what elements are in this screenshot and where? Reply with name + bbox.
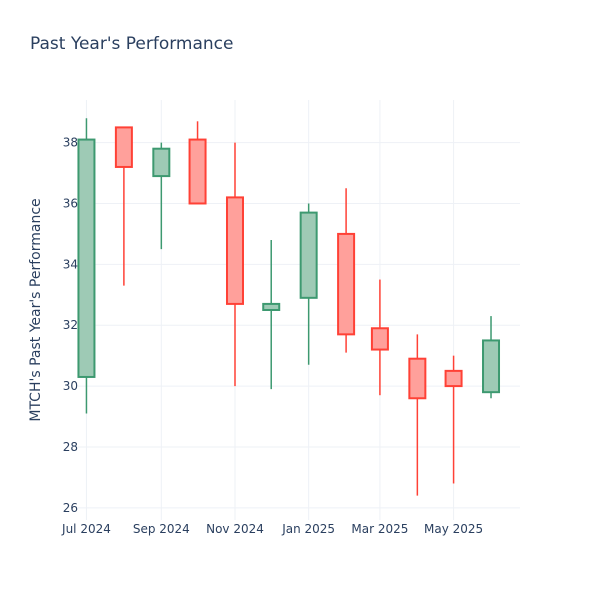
candle-body [408, 357, 427, 400]
candle [444, 355, 463, 484]
candle-body [299, 211, 318, 299]
candle [188, 121, 207, 205]
candle-body [77, 138, 96, 378]
candle-body [152, 147, 171, 178]
x-tick-label: Jan 2025 [281, 522, 335, 536]
y-tick-label: 32 [63, 318, 78, 332]
candle-body [482, 339, 501, 394]
x-tick-label: Nov 2024 [206, 522, 264, 536]
candle [482, 316, 501, 399]
y-tick-label: 28 [63, 440, 78, 454]
candle [370, 279, 389, 396]
y-tick-label: 36 [63, 196, 78, 210]
y-tick-label: 38 [63, 136, 78, 150]
candle-body [444, 369, 463, 388]
axis-layer: 26 28 30 32 34 36 38 Jul 2024 Sep 2024 Nov 2024 Ja… [28, 136, 483, 536]
x-tick-label: May 2025 [424, 522, 483, 536]
y-tick-label: 30 [63, 379, 78, 393]
candle [114, 126, 133, 286]
candle [337, 188, 356, 353]
candle [299, 203, 318, 365]
x-tick-label: Sep 2024 [133, 522, 190, 536]
candle-layer [77, 118, 501, 496]
x-tick-label: Jul 2024 [61, 522, 111, 536]
y-tick-label: 26 [63, 501, 78, 515]
candle-body [370, 327, 389, 351]
y-tick-label: 34 [63, 257, 78, 271]
candle-body [225, 196, 244, 305]
candle-body [337, 232, 356, 336]
candle [225, 142, 244, 387]
candle-body [188, 138, 207, 205]
candle [262, 240, 281, 390]
x-tick-label: Mar 2025 [351, 522, 408, 536]
candle-body [114, 126, 133, 168]
chart-title: Past Year's Performance [30, 34, 234, 54]
y-axis-label: MTCH's Past Year's Performance [28, 198, 44, 421]
candle [408, 334, 427, 496]
candle-body [262, 302, 281, 312]
candle [152, 142, 171, 250]
candle [77, 118, 96, 414]
